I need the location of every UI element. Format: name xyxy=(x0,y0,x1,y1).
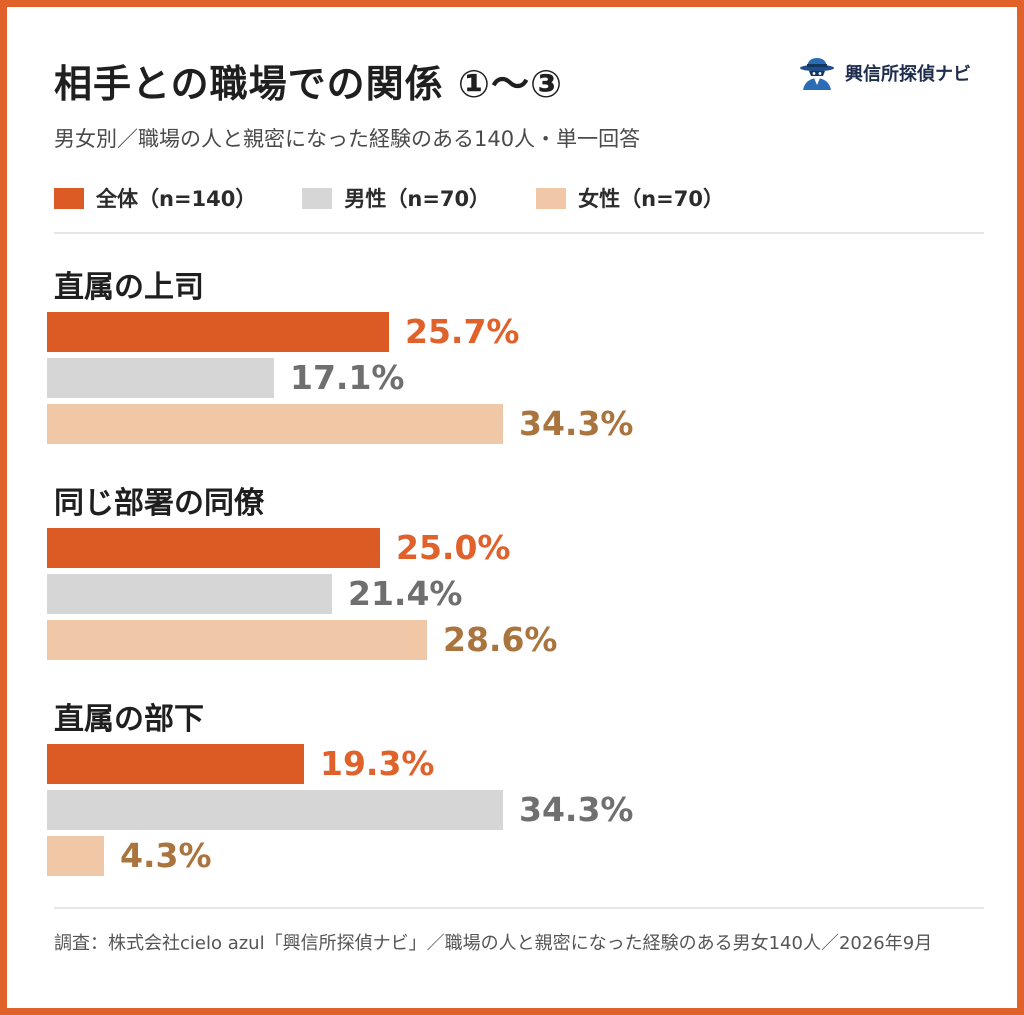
legend-item-all: 全体（n=140） xyxy=(54,183,256,213)
category-label: 同じ部署の同僚 xyxy=(54,486,264,521)
bar-value-label: 34.3% xyxy=(519,790,634,829)
category-label: 直属の部下 xyxy=(54,702,204,737)
legend-item-male: 男性（n=70） xyxy=(302,183,490,213)
brand-logo: 興信所探偵ナビ xyxy=(799,55,971,91)
bar-value-label: 25.0% xyxy=(396,528,511,567)
source-note: 調査：株式会社cielo azul「興信所探偵ナビ」／職場の人と親密になった経験… xyxy=(54,933,933,954)
footer-divider xyxy=(54,907,984,909)
legend-item-female: 女性（n=70） xyxy=(536,183,724,213)
legend-swatch-male xyxy=(302,187,333,209)
bar-male xyxy=(47,574,332,614)
category-label: 直属の上司 xyxy=(54,270,204,305)
legend-label-all: 全体（n=140） xyxy=(96,187,257,211)
bar-value-label: 34.3% xyxy=(519,404,634,443)
bar-female xyxy=(47,404,503,444)
legend-label-female: 女性（n=70） xyxy=(578,187,724,211)
header-divider xyxy=(54,232,984,234)
bar-value-label: 4.3% xyxy=(120,836,212,875)
bar-value-label: 19.3% xyxy=(320,744,435,783)
legend: 全体（n=140） 男性（n=70） 女性（n=70） xyxy=(54,183,770,213)
bar-all xyxy=(47,312,389,352)
chart-subtitle: 男女別／職場の人と親密になった経験のある140人・単一回答 xyxy=(54,127,641,151)
bar-value-label: 25.7% xyxy=(405,312,520,351)
legend-swatch-female xyxy=(536,187,567,209)
bar-value-label: 17.1% xyxy=(290,358,405,397)
legend-swatch-all xyxy=(54,187,84,209)
bar-male xyxy=(47,358,274,398)
bar-value-label: 21.4% xyxy=(348,574,463,613)
brand-name: 興信所探偵ナビ xyxy=(845,64,971,85)
bar-all xyxy=(47,744,304,784)
bar-value-label: 28.6% xyxy=(443,620,558,659)
detective-icon xyxy=(800,58,834,90)
bar-female xyxy=(47,836,104,876)
chart-title: 相手との職場での関係 ①〜③ xyxy=(54,62,564,106)
bar-all xyxy=(47,528,380,568)
bar-female xyxy=(47,620,427,660)
legend-label-male: 男性（n=70） xyxy=(344,187,491,211)
bar-male xyxy=(47,790,503,830)
